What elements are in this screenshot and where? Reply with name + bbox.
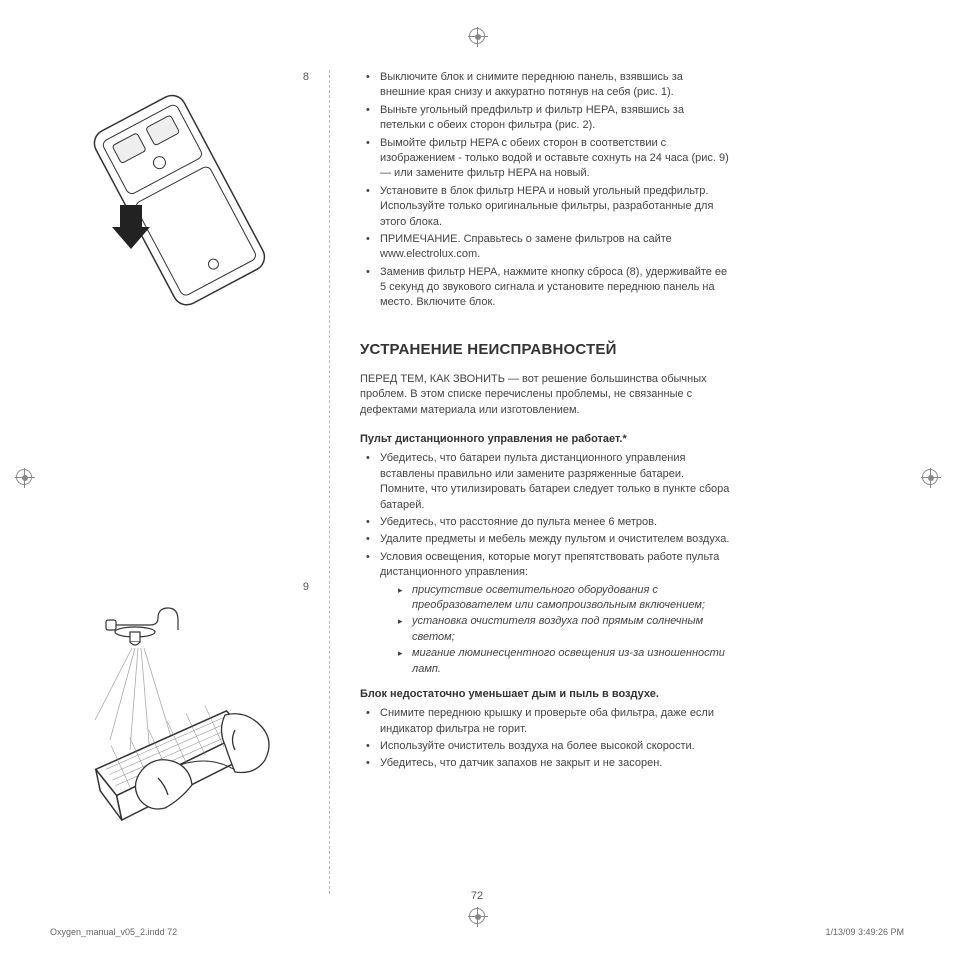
section-1-heading: Пульт дистанционного управления не работ…: [360, 432, 730, 447]
section-1-subitem: присутствие осветительного оборудования …: [398, 583, 730, 614]
troubleshooting-title: УСТРАНЕНИЕ НЕИСПРАВНОСТЕЙ: [360, 339, 730, 360]
section-1-item: Убедитесь, что батареи пульта дистанцион…: [360, 451, 730, 513]
instruction-item: Выньте угольный предфильтр и фильтр HEPA…: [360, 103, 730, 134]
section-2-heading: Блок недостаточно уменьшает дым и пыль в…: [360, 687, 730, 702]
crop-mark-right-icon: [922, 469, 938, 485]
section-1-item: Условия освещения, которые могут препятс…: [360, 550, 730, 677]
section-1-subitem: мигание люминесцентного освещения из-за …: [398, 646, 730, 677]
text-column: Выключите блок и снимите переднюю панель…: [330, 70, 730, 894]
instruction-item: Вымойте фильтр HEPA с обеих сторон в соо…: [360, 136, 730, 182]
section-2-item: Снимите переднюю крышку и проверьте оба …: [360, 706, 730, 737]
instruction-item: Установите в блок фильтр HEPA и новый уг…: [360, 184, 730, 230]
figure-8-illustration: [80, 90, 290, 310]
content-area: 8: [50, 70, 904, 894]
section-2-item: Убедитесь, что датчик запахов не закрыт …: [360, 756, 730, 771]
troubleshooting-intro: ПЕРЕД ТЕМ, КАК ЗВОНИТЬ — вот решение бол…: [360, 372, 730, 418]
section-1-subitem: установка очистителя воздуха под прямым …: [398, 614, 730, 645]
section-1-list: Убедитесь, что батареи пульта дистанцион…: [360, 451, 730, 676]
section-2-list: Снимите переднюю крышку и проверьте оба …: [360, 706, 730, 772]
crop-mark-left-icon: [16, 469, 32, 485]
section-1-sublist: присутствие осветительного оборудования …: [380, 583, 730, 677]
instruction-item: Выключите блок и снимите переднюю панель…: [360, 70, 730, 101]
figure-8-label: 8: [303, 70, 309, 85]
manual-page: 8: [0, 0, 954, 954]
footer-filename: Oxygen_manual_v05_2.indd 72: [50, 926, 177, 939]
instruction-item: Заменив фильтр HEPA, нажмите кнопку сбро…: [360, 265, 730, 311]
instruction-list: Выключите блок и снимите переднюю панель…: [360, 70, 730, 311]
page-number: 72: [471, 889, 483, 904]
section-2-item: Используйте очиститель воздуха на более …: [360, 739, 730, 754]
crop-mark-top-icon: [469, 28, 485, 44]
section-1-item: Убедитесь, что расстояние до пульта мене…: [360, 515, 730, 530]
instruction-item: ПРИМЕЧАНИЕ. Справьтесь о замене фильтров…: [360, 232, 730, 263]
section-1-item-text: Условия освещения, которые могут препятс…: [380, 551, 719, 578]
figure-9-illustration: [80, 600, 300, 850]
figure-9-label: 9: [303, 580, 309, 595]
section-1-item: Удалите предметы и мебель между пультом …: [360, 532, 730, 547]
figure-column: 8: [50, 70, 330, 894]
footer-timestamp: 1/13/09 3:49:26 PM: [825, 926, 904, 939]
crop-mark-bottom-icon: [469, 908, 485, 924]
